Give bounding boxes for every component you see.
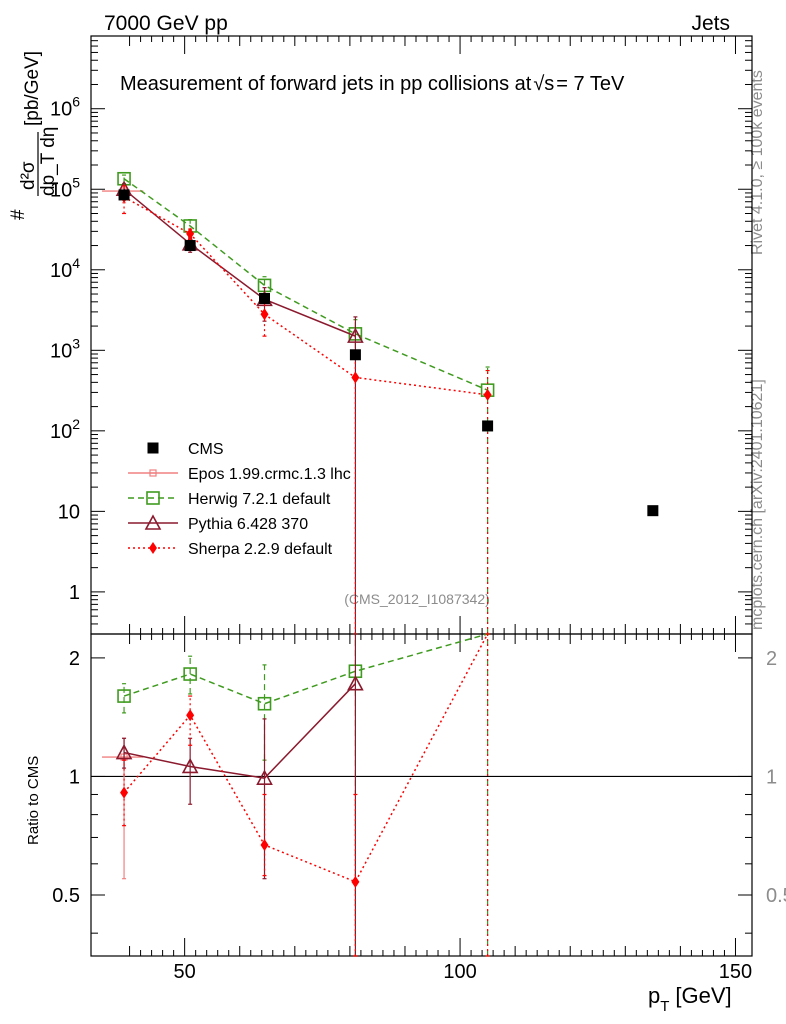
series-cms bbox=[118, 189, 659, 517]
series-line bbox=[123, 633, 488, 705]
y-tick-label: 102 bbox=[50, 416, 80, 443]
series-epos bbox=[102, 737, 144, 880]
ratio-y-tick-label: 0.5 bbox=[52, 885, 80, 907]
data-point bbox=[257, 696, 272, 711]
data-point bbox=[351, 371, 360, 384]
data-point bbox=[349, 349, 361, 361]
series-line bbox=[123, 633, 489, 883]
ratio-y-tick-label-right: 1 bbox=[766, 766, 777, 788]
data-point bbox=[260, 838, 269, 851]
legend-label: CMS bbox=[188, 441, 224, 458]
data-point bbox=[115, 743, 133, 760]
y-tick-label: 10 bbox=[58, 501, 80, 523]
data-point bbox=[183, 667, 197, 681]
y-tick-label: 104 bbox=[50, 255, 80, 282]
legend-entry: Sherpa 2.2.9 default bbox=[128, 541, 333, 558]
svg-text:d²σ: d²σ bbox=[18, 161, 39, 190]
legend-entry: Herwig 7.2.1 default bbox=[128, 491, 331, 508]
legend: CMS Epos 1.99.crmc.1.3 lhc Herwig 7.2.1 de… bbox=[128, 441, 351, 558]
data-point bbox=[186, 227, 195, 240]
data-point bbox=[351, 875, 360, 888]
legend-label: Herwig 7.2.1 default bbox=[188, 491, 331, 508]
legend-label: Pythia 6.428 370 bbox=[188, 516, 308, 533]
series-sherpa bbox=[120, 185, 492, 635]
data-point bbox=[117, 689, 131, 703]
legend-marker bbox=[146, 491, 160, 505]
ratio-y-tick-label-right: 0.5 bbox=[766, 885, 786, 907]
svg-text:[pb/GeV]: [pb/GeV] bbox=[22, 51, 43, 126]
svg-text:#: # bbox=[8, 209, 29, 220]
data-point bbox=[259, 292, 271, 304]
header-left: 7000 GeV pp bbox=[104, 12, 228, 35]
data-point bbox=[482, 420, 494, 432]
ratio-series bbox=[102, 633, 490, 957]
svg-text:dp_T dη: dp_T dη bbox=[38, 127, 59, 196]
series-herwig bbox=[117, 171, 495, 635]
x-tick-label: 50 bbox=[174, 961, 196, 983]
legend-label: Sherpa 2.2.9 default bbox=[188, 541, 333, 558]
plot-title: Measurement of forward jets in pp collis… bbox=[120, 73, 625, 95]
series-line bbox=[123, 196, 488, 396]
data-point bbox=[181, 757, 199, 774]
data-point bbox=[347, 327, 364, 343]
data-point bbox=[256, 769, 273, 785]
legend-entry: Epos 1.99.crmc.1.3 lhc bbox=[128, 466, 351, 483]
data-point bbox=[260, 308, 269, 321]
ratio-axis-ticks: 50 100 150 0.5 0.5 1 1 2 2 bbox=[52, 634, 786, 983]
ratio-y-tick-label: 1 bbox=[69, 766, 80, 788]
data-point bbox=[186, 709, 195, 722]
mcplots-label: mcplots.cern.ch [arXiv:2401.10621] bbox=[749, 379, 766, 630]
series-line bbox=[123, 683, 356, 779]
legend-marker bbox=[144, 514, 162, 530]
rivet-label: Rivet 4.1.0, ≥ 100k events bbox=[749, 70, 766, 255]
series-line bbox=[123, 188, 356, 337]
y-tick-label: 105 bbox=[50, 174, 80, 201]
series-herwig bbox=[117, 633, 490, 957]
ratio-ylabel: Ratio to CMS bbox=[25, 756, 42, 845]
legend-marker bbox=[149, 542, 157, 554]
x-tick-label: 100 bbox=[443, 961, 476, 983]
main-ylabel: # d²σ dp_T dη [pb/GeV] bbox=[8, 51, 59, 220]
main-series bbox=[102, 171, 659, 635]
xlabel: pT [GeV] bbox=[648, 983, 732, 1015]
ratio-y-tick-label: 2 bbox=[69, 648, 80, 670]
data-point bbox=[347, 675, 364, 691]
ratio-panel-frame bbox=[90, 633, 753, 957]
x-tick-label: 150 bbox=[719, 961, 752, 983]
legend-marker bbox=[147, 442, 159, 454]
analysis-label: (CMS_2012_I1087342) bbox=[344, 591, 490, 607]
y-tick-label: 106 bbox=[50, 94, 80, 121]
data-point bbox=[118, 189, 130, 201]
series-pythia bbox=[115, 180, 364, 635]
y-tick-label: 1 bbox=[69, 582, 80, 604]
series-sherpa bbox=[120, 633, 490, 957]
header-right: Jets bbox=[691, 12, 730, 35]
data-point bbox=[483, 388, 492, 401]
data-point bbox=[184, 240, 196, 252]
ratio-y-tick-label-right: 2 bbox=[766, 648, 777, 670]
y-tick-label: 103 bbox=[50, 335, 80, 362]
series-line bbox=[123, 178, 488, 391]
data-point bbox=[120, 786, 129, 799]
legend-entry: CMS bbox=[147, 441, 224, 458]
legend-entry: Pythia 6.428 370 bbox=[128, 514, 308, 533]
data-point bbox=[647, 505, 659, 517]
legend-label: Epos 1.99.crmc.1.3 lhc bbox=[188, 466, 351, 483]
data-point bbox=[117, 171, 131, 186]
